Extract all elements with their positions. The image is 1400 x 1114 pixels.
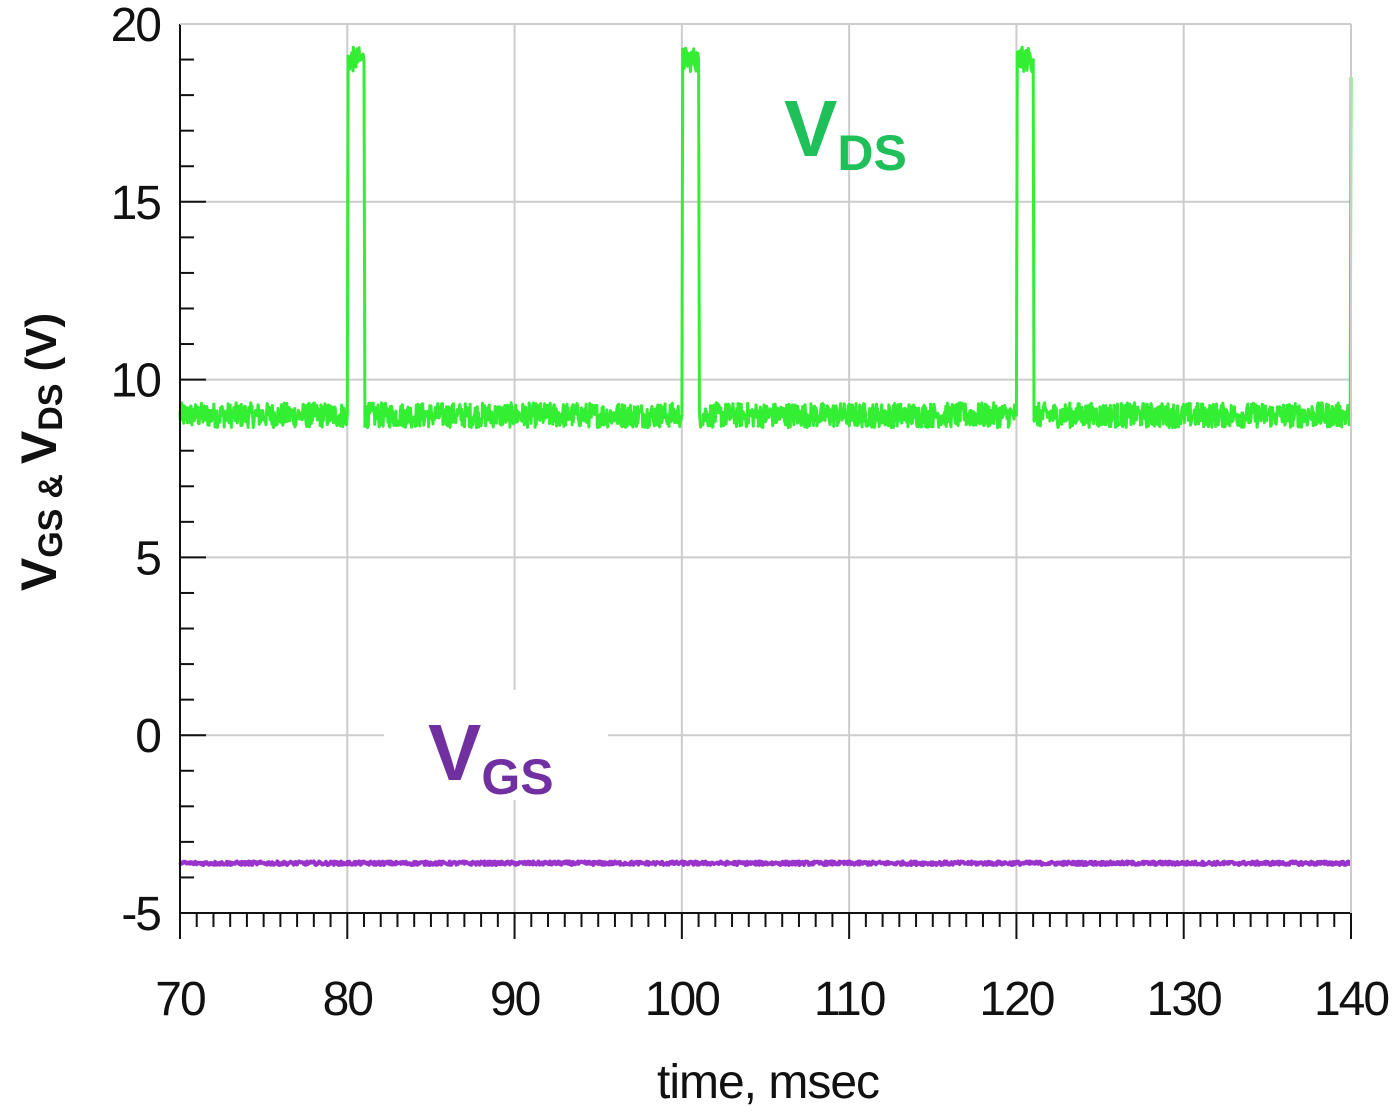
grid xyxy=(180,24,1351,913)
x-tick-labels: 70 80 90 100 110 120 130 140 xyxy=(155,973,1390,1026)
y-axis-title: VGS&VDS(V) xyxy=(11,313,70,591)
series-label-vds: VDS xyxy=(784,84,907,181)
series-label-vgs-main: V xyxy=(428,708,481,797)
series-line-vds xyxy=(178,45,1353,430)
y-tick-label: 0 xyxy=(135,710,160,763)
y-axis-title-sub1: GS xyxy=(32,509,70,558)
x-axis-title: time, msec xyxy=(657,1056,879,1109)
series-label-backgrounds xyxy=(384,690,608,800)
axes-frame xyxy=(179,23,1352,914)
x-tick-label: 90 xyxy=(490,973,540,1026)
y-tick-label: -5 xyxy=(121,888,160,941)
y-tick-label: 15 xyxy=(111,177,161,230)
x-tick-label: 110 xyxy=(814,973,885,1026)
y-tick-label: 20 xyxy=(111,0,161,52)
x-tick-label: 80 xyxy=(323,973,373,1026)
y-tick-label: 10 xyxy=(111,355,161,408)
x-tick-label: 70 xyxy=(155,973,205,1026)
series-label-vgs: VGS xyxy=(428,708,554,805)
y-axis-title-amp: & xyxy=(32,474,70,499)
axis-ticks xyxy=(179,23,1352,939)
y-axis-title-v2: V xyxy=(11,430,67,464)
series-label-vds-sub: DS xyxy=(837,125,906,181)
y-tick-labels: -5 0 5 10 15 20 xyxy=(111,0,163,941)
x-tick-label: 130 xyxy=(1147,973,1221,1026)
x-tick-label: 120 xyxy=(979,973,1053,1026)
series-group xyxy=(178,45,1353,867)
y-axis-title-unit: (V) xyxy=(17,313,66,372)
series-label-vgs-background xyxy=(384,690,608,800)
x-tick-label: 140 xyxy=(1314,973,1388,1026)
series-label-vds-main: V xyxy=(784,84,837,173)
y-tick-label: 5 xyxy=(135,532,160,585)
series-line-vgs xyxy=(178,859,1353,867)
y-axis-title-v1: V xyxy=(11,557,67,591)
y-axis-title-sub2: DS xyxy=(32,384,70,431)
series-label-vgs-sub: GS xyxy=(481,749,553,805)
x-tick-label: 100 xyxy=(645,973,719,1026)
